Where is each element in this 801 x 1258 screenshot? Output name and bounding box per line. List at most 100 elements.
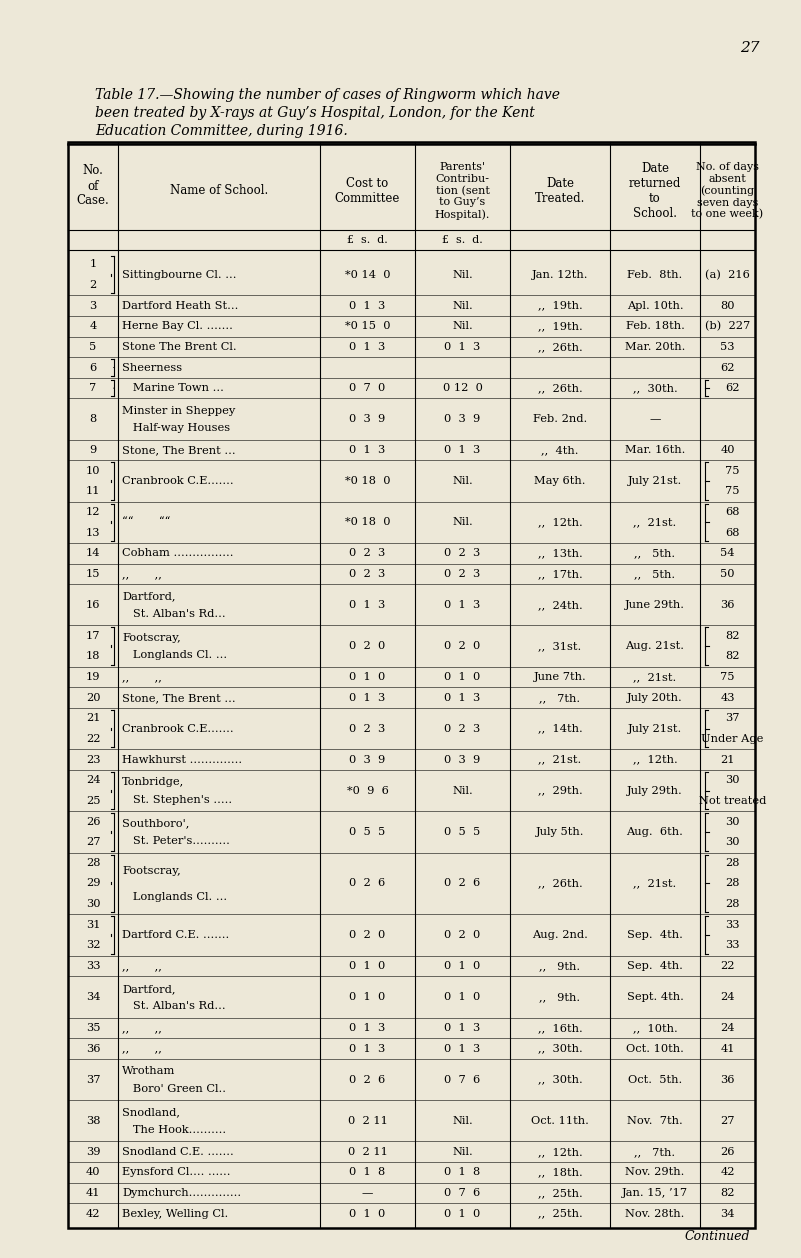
Text: 42: 42 [720,1167,735,1177]
Text: 0  7  6: 0 7 6 [445,1074,481,1084]
Text: ,,  25th.: ,, 25th. [537,1209,582,1219]
Text: Dartford C.E. .......: Dartford C.E. ....... [122,930,229,940]
Text: 0  2  3: 0 2 3 [445,569,481,579]
Text: ,,   7th.: ,, 7th. [634,1147,675,1157]
Text: St. Alban's Rd...: St. Alban's Rd... [122,1001,226,1011]
Text: been treated by X-rays at Guy’s Hospital, London, for the Kent: been treated by X-rays at Guy’s Hospital… [95,106,535,120]
Text: ,,  16th.: ,, 16th. [537,1023,582,1033]
Text: 4: 4 [90,321,97,331]
Text: Eynsford Cl.... ......: Eynsford Cl.... ...... [122,1167,231,1177]
Text: ,,  26th.: ,, 26th. [537,878,582,888]
Text: 36: 36 [720,600,735,610]
Text: 0  1  8: 0 1 8 [445,1167,481,1177]
Text: 18: 18 [86,652,100,662]
Text: 0 12  0: 0 12 0 [443,384,482,394]
Text: 82: 82 [725,630,740,640]
Text: Aug. 2nd.: Aug. 2nd. [532,930,588,940]
Text: 34: 34 [86,993,100,1001]
Text: 5: 5 [90,342,97,352]
Text: 62: 62 [720,362,735,372]
Text: 62: 62 [725,384,740,394]
Text: 19: 19 [86,672,100,682]
Text: Minster in Sheppey: Minster in Sheppey [122,406,235,416]
Text: 0  2  0: 0 2 0 [349,930,385,940]
Text: Under Age: Under Age [702,733,763,743]
Text: Mar. 16th.: Mar. 16th. [625,445,685,455]
Text: 0  5  5: 0 5 5 [445,827,481,837]
Text: Name of School.: Name of School. [170,185,268,198]
Text: 0  1  3: 0 1 3 [445,342,481,352]
Text: Tonbridge,: Tonbridge, [122,777,184,788]
Text: ,,  25th.: ,, 25th. [537,1188,582,1198]
Text: ,,       ,,: ,, ,, [122,961,162,971]
Text: Cranbrook C.E.......: Cranbrook C.E....... [122,723,234,733]
Text: 24: 24 [86,775,100,785]
Text: 37: 37 [86,1074,100,1084]
Text: 0  3  9: 0 3 9 [445,755,481,765]
Text: 0  1  0: 0 1 0 [349,961,385,971]
Text: Apl. 10th.: Apl. 10th. [626,301,683,311]
Text: Aug. 21st.: Aug. 21st. [626,642,685,652]
Text: Half-way Houses: Half-way Houses [122,423,230,433]
Text: 25: 25 [86,796,100,806]
Text: Nil.: Nil. [452,1116,473,1126]
Text: 0  1  8: 0 1 8 [349,1167,385,1177]
Text: Cost to
Committee: Cost to Committee [335,177,400,205]
Text: 17: 17 [86,630,100,640]
Text: Longlands Cl. ...: Longlands Cl. ... [122,650,227,660]
Text: ,,  24th.: ,, 24th. [537,600,582,610]
Text: Dartford,: Dartford, [122,591,175,601]
Text: 0  1  3: 0 1 3 [349,600,385,610]
Text: 28: 28 [725,878,740,888]
Text: £  s.  d.: £ s. d. [442,235,483,245]
Text: 0  1  3: 0 1 3 [349,301,385,311]
Text: ,,  4th.: ,, 4th. [541,445,579,455]
Text: No. of days
absent
(counting
seven days
to one week): No. of days absent (counting seven days … [691,162,763,220]
Text: Feb. 2nd.: Feb. 2nd. [533,414,587,424]
Text: 0  1  3: 0 1 3 [349,445,385,455]
Text: 2: 2 [90,281,97,289]
Text: 0  3  9: 0 3 9 [349,414,385,424]
Text: 36: 36 [86,1044,100,1053]
Text: ,,  21st.: ,, 21st. [634,878,677,888]
Text: ,,  19th.: ,, 19th. [537,321,582,331]
Text: 23: 23 [86,755,100,765]
Text: 33: 33 [725,941,740,950]
Text: Cranbrook C.E.......: Cranbrook C.E....... [122,476,234,486]
Text: —: — [650,414,661,424]
Text: 24: 24 [720,993,735,1001]
Text: Aug.  6th.: Aug. 6th. [626,827,683,837]
Text: 0  1  0: 0 1 0 [349,672,385,682]
Text: ,,       ,,: ,, ,, [122,1023,162,1033]
Text: ,,  21st.: ,, 21st. [538,755,582,765]
Text: Footscray,: Footscray, [122,633,181,643]
Text: 0  5  5: 0 5 5 [349,827,385,837]
Text: 30: 30 [725,775,740,785]
Text: 0  2 11: 0 2 11 [348,1147,388,1157]
Text: Date
returned
to
School.: Date returned to School. [629,162,681,220]
Text: ,,  30th.: ,, 30th. [537,1074,582,1084]
Text: Jan. 15, ’17: Jan. 15, ’17 [622,1188,688,1198]
Text: ,,  10th.: ,, 10th. [633,1023,678,1033]
Text: 0  2  0: 0 2 0 [349,642,385,652]
Text: 50: 50 [720,569,735,579]
Text: 0  1  3: 0 1 3 [349,1023,385,1033]
Text: ,,  12th.: ,, 12th. [537,517,582,527]
Text: 21: 21 [720,755,735,765]
Text: ,,  21st.: ,, 21st. [634,517,677,527]
Text: ,,   5th.: ,, 5th. [634,548,675,559]
Text: 40: 40 [720,445,735,455]
Text: *0 14  0: *0 14 0 [344,269,390,279]
Text: Dartford,: Dartford, [122,984,175,994]
Text: 24: 24 [720,1023,735,1033]
Text: Stone The Brent Cl.: Stone The Brent Cl. [122,342,236,352]
Text: ,,  12th.: ,, 12th. [537,1147,582,1157]
Text: July 20th.: July 20th. [627,693,683,703]
Text: 32: 32 [86,941,100,950]
Text: 28: 28 [86,858,100,868]
Text: 30: 30 [725,837,740,847]
Text: St. Alban's Rd...: St. Alban's Rd... [122,609,226,619]
Text: 37: 37 [725,713,740,723]
Text: ,,  12th.: ,, 12th. [633,755,678,765]
Text: June 29th.: June 29th. [625,600,685,610]
